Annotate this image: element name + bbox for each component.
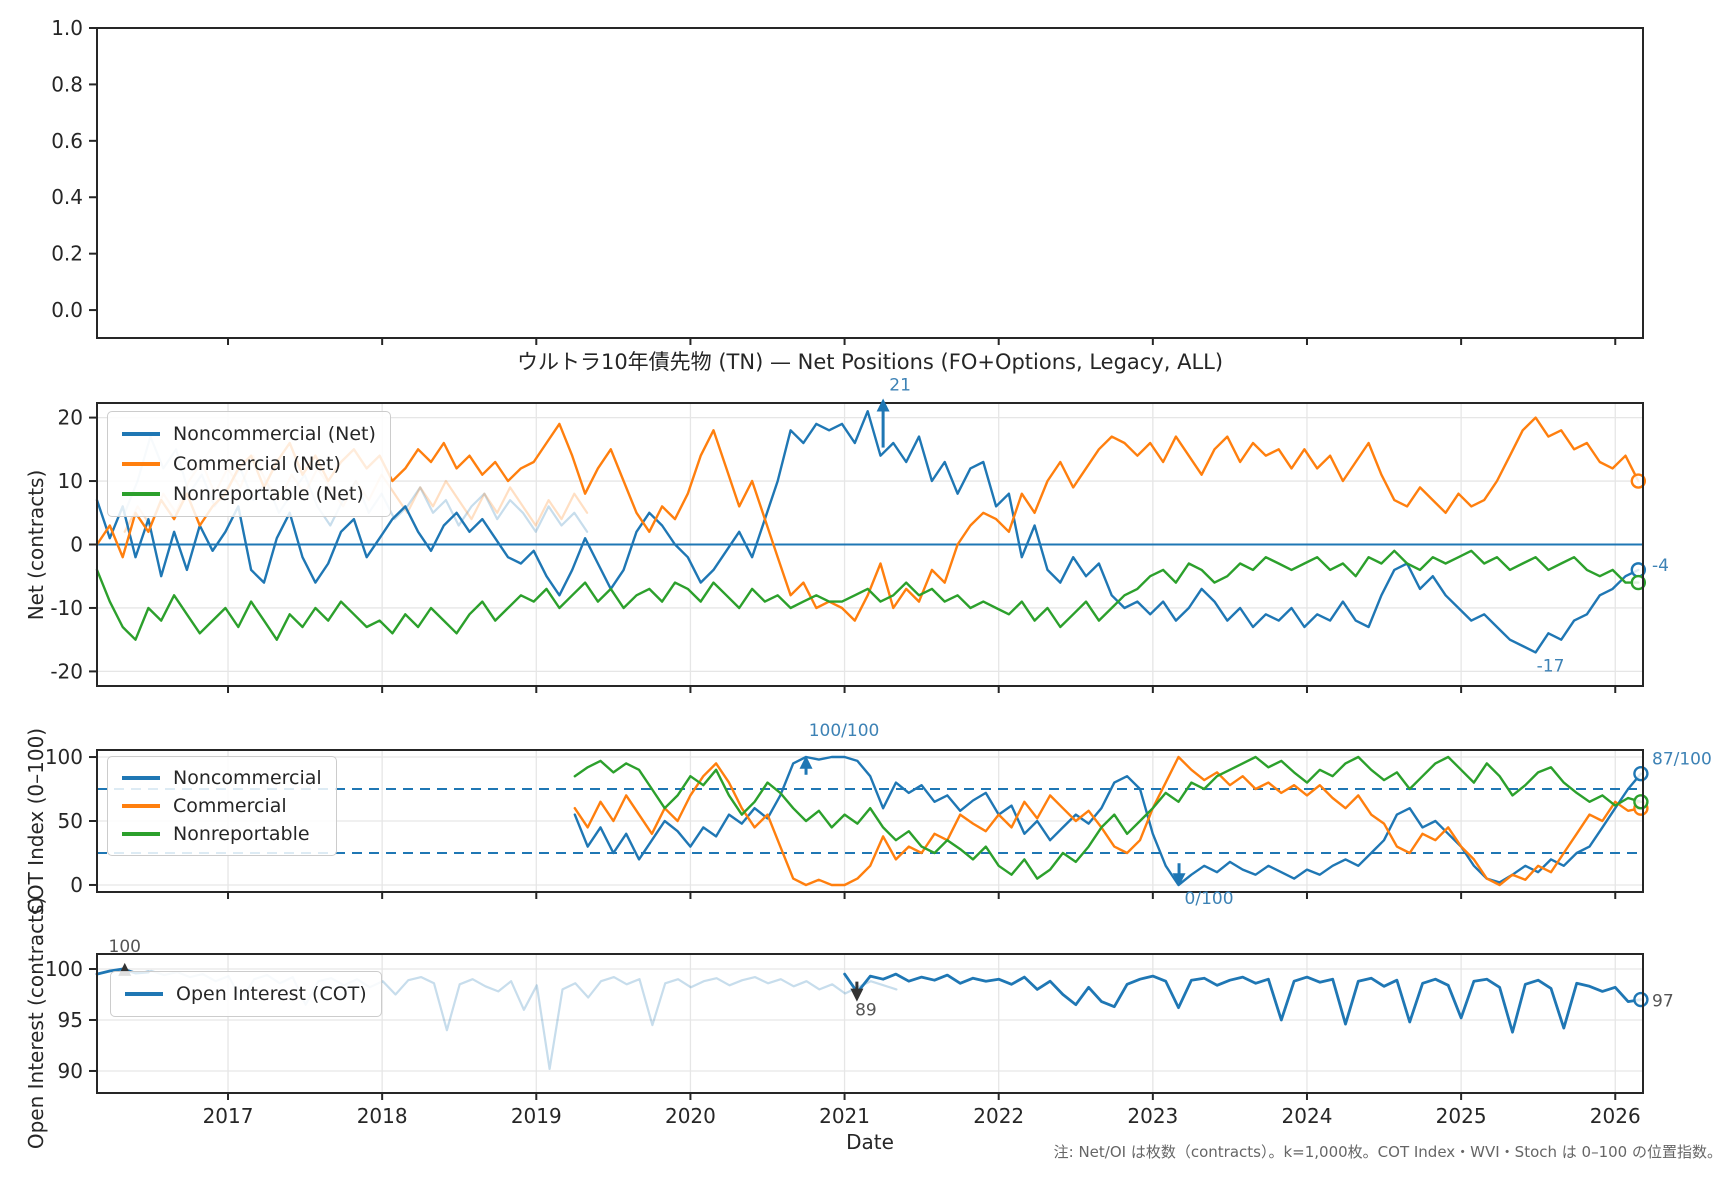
legend-oi: Open Interest (COT) xyxy=(110,971,382,1017)
svg-text:0.8: 0.8 xyxy=(51,72,83,96)
legend-label: Open Interest (COT) xyxy=(176,983,367,1005)
svg-text:2018: 2018 xyxy=(357,1104,408,1128)
legend-net: Noncommercial (Net) Commercial (Net) Nonre… xyxy=(107,411,391,517)
legend-swatch xyxy=(122,462,160,466)
svg-text:0: 0 xyxy=(70,533,83,557)
y-axis-label-cot: COT Index (0–100) xyxy=(24,727,48,915)
x-axis-title: Date xyxy=(846,1130,894,1154)
legend-item-noncommercial-net: Noncommercial (Net) xyxy=(122,419,376,449)
svg-text:0.4: 0.4 xyxy=(51,185,83,209)
legend-label: Noncommercial xyxy=(173,767,322,789)
annotation-17: -17 xyxy=(1537,656,1565,676)
series-end-marker-nonreportable xyxy=(1633,794,1649,810)
svg-text:-10: -10 xyxy=(50,596,83,620)
annotation-21: 21 xyxy=(889,376,911,396)
svg-text:0.2: 0.2 xyxy=(51,242,83,266)
y-axis-label-net: Net (contracts) xyxy=(24,469,48,621)
series-end-marker-commercial-net xyxy=(1630,473,1647,489)
axes-spines xyxy=(96,27,1644,339)
y-axis-label-oi: Open Interest (contracts) xyxy=(24,896,48,1150)
legend-swatch xyxy=(122,492,160,496)
svg-text:2022: 2022 xyxy=(973,1104,1024,1128)
svg-text:1.0: 1.0 xyxy=(51,16,83,40)
svg-text:50: 50 xyxy=(58,809,83,833)
legend-item-noncommercial: Noncommercial xyxy=(122,764,322,792)
series-end-marker-nonreportable-net xyxy=(1630,574,1647,591)
svg-text:2019: 2019 xyxy=(511,1104,562,1128)
legend-label: Commercial xyxy=(173,795,287,817)
svg-text:0.0: 0.0 xyxy=(51,298,83,322)
series-open-interest-cot xyxy=(843,972,1643,1034)
svg-text:2025: 2025 xyxy=(1436,1104,1487,1128)
legend-label: Noncommercial (Net) xyxy=(173,423,376,445)
legend-swatch xyxy=(122,432,160,436)
series-commercial xyxy=(573,755,1643,887)
svg-text:2020: 2020 xyxy=(665,1104,716,1128)
axes-spines xyxy=(96,953,1644,1094)
svg-text:2023: 2023 xyxy=(1127,1104,1178,1128)
legend-label: Nonreportable (Net) xyxy=(173,483,364,505)
legend-item-open-interest-cot: Open Interest (COT) xyxy=(125,979,367,1009)
legend-item-nonreportable-net: Nonreportable (Net) xyxy=(122,479,376,509)
chart-title: ウルトラ10年債先物 (TN) — Net Positions (FO+Opti… xyxy=(516,350,1224,374)
annotation-87-100: 87/100 xyxy=(1652,750,1712,770)
legend-swatch xyxy=(122,804,160,808)
panel-cot: 0 50 100 xyxy=(45,745,1649,899)
series-end-marker-noncommercial xyxy=(1633,765,1649,782)
svg-text:20: 20 xyxy=(58,406,83,430)
svg-text:2021: 2021 xyxy=(819,1104,870,1128)
annotation-89: 89 xyxy=(855,1001,877,1021)
legend-swatch xyxy=(125,992,163,996)
svg-text:2024: 2024 xyxy=(1282,1104,1333,1128)
svg-text:0.6: 0.6 xyxy=(51,129,83,153)
series-end-marker-open-interest-cot xyxy=(1633,991,1649,1008)
annotation-97: 97 xyxy=(1652,992,1674,1012)
legend-label: Commercial (Net) xyxy=(173,453,341,475)
svg-text:90: 90 xyxy=(58,1059,83,1083)
series-noncommercial-net xyxy=(95,410,1640,654)
annotation-100: 100 xyxy=(109,937,141,957)
svg-text:10: 10 xyxy=(58,469,83,493)
svg-text:100: 100 xyxy=(45,957,83,981)
legend-item-commercial: Commercial xyxy=(122,792,322,820)
series-nonreportable xyxy=(573,755,1643,880)
legend-item-nonreportable: Nonreportable xyxy=(122,820,322,848)
annotation-0-100: 0/100 xyxy=(1185,889,1234,909)
svg-text:100: 100 xyxy=(45,745,83,769)
annotation-100-100: 100/100 xyxy=(809,721,880,741)
legend-cot: Noncommercial Commercial Nonreportable xyxy=(107,756,337,856)
series-nonreportable-net xyxy=(95,549,1640,641)
legend-label: Nonreportable xyxy=(173,823,310,845)
legend-swatch xyxy=(122,832,160,836)
svg-text:95: 95 xyxy=(58,1008,83,1032)
svg-text:2017: 2017 xyxy=(203,1104,254,1128)
legend-swatch xyxy=(122,776,160,780)
svg-text:-20: -20 xyxy=(50,659,83,683)
svg-text:2026: 2026 xyxy=(1590,1104,1641,1128)
footnote: 注: Net/OI は枚数（contracts）。k=1,000枚。COT In… xyxy=(1053,1143,1722,1161)
annotation-4: -4 xyxy=(1652,556,1669,576)
panel-oi: 90 95 100 2017 2018 2019 2020 2021 2022 2023 2024 2… xyxy=(45,953,1649,1128)
panel-empty: 0.0 0.2 0.4 0.6 0.8 1.0 xyxy=(51,16,1644,345)
svg-text:0: 0 xyxy=(70,873,83,897)
legend-item-commercial-net: Commercial (Net) xyxy=(122,449,376,479)
